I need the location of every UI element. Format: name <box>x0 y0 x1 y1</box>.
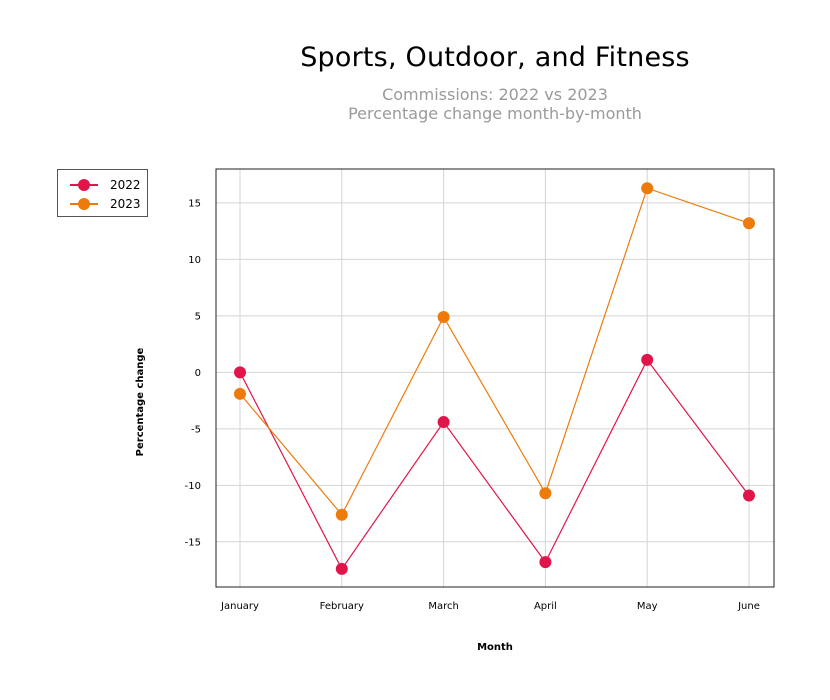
y-tick-label: -10 <box>185 481 201 492</box>
data-point <box>743 489 755 502</box>
data-point <box>641 353 654 366</box>
data-point <box>641 182 654 195</box>
y-tick-label: 0 <box>195 368 201 379</box>
legend-label: 2022 <box>110 178 141 192</box>
series-line <box>239 358 750 571</box>
x-tick-label: April <box>534 601 557 612</box>
y-tick-label: 15 <box>188 198 201 209</box>
series-line <box>239 187 750 516</box>
y-tick-label: -5 <box>191 424 201 435</box>
y-axis-ticks: 15 10 5 0 -5 -10 -15 <box>185 198 201 548</box>
data-point <box>437 310 450 323</box>
legend-item-2022: 2022 <box>58 176 149 194</box>
x-tick-label: January <box>220 601 259 612</box>
series-2022 <box>234 353 755 575</box>
chart-subtitle-line-2: Percentage change month-by-month <box>348 104 642 123</box>
series-2023 <box>234 182 755 521</box>
data-point <box>335 508 348 521</box>
y-tick-label: -15 <box>185 537 201 548</box>
legend-swatch-marker <box>78 179 90 191</box>
y-tick-label: 10 <box>188 255 201 266</box>
data-point <box>743 217 755 230</box>
data-point <box>234 387 246 400</box>
legend-swatch-marker <box>78 198 90 210</box>
data-point <box>437 416 450 429</box>
data-point <box>335 562 348 575</box>
x-tick-label: June <box>737 601 760 612</box>
legend: 2022 2023 <box>57 169 148 217</box>
x-axis-ticks: January February March April May June <box>220 601 760 612</box>
data-point <box>539 487 552 500</box>
grid-lines <box>216 169 774 587</box>
data-point <box>539 556 552 569</box>
data-point <box>234 366 246 379</box>
x-tick-label: February <box>320 601 364 612</box>
plot-area-frame <box>215 168 775 588</box>
chart-subtitle-line-1: Commissions: 2022 vs 2023 <box>382 85 608 104</box>
series-layer <box>234 182 755 575</box>
x-tick-label: March <box>428 601 458 612</box>
x-axis-title: Month <box>477 642 513 653</box>
legend-label: 2023 <box>110 197 141 211</box>
legend-item-2023: 2023 <box>58 195 149 213</box>
y-axis-title: Percentage change <box>135 347 146 456</box>
chart-title: Sports, Outdoor, and Fitness <box>300 42 690 73</box>
x-tick-label: May <box>637 601 658 612</box>
y-tick-label: 5 <box>195 311 201 322</box>
